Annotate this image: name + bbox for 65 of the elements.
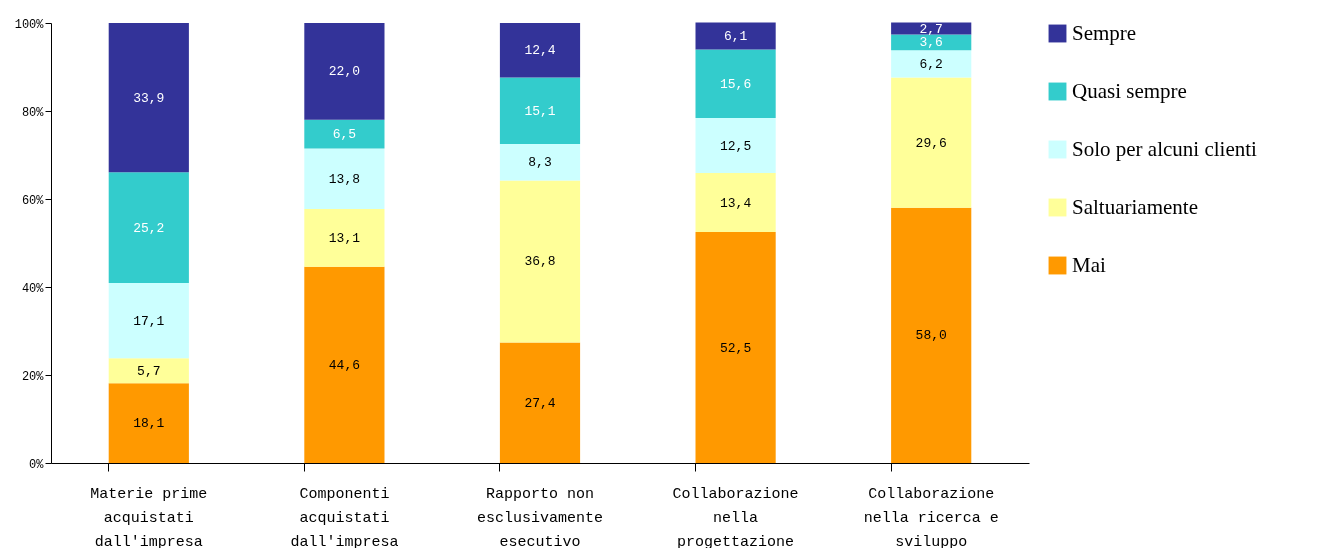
y-tick-label: 60% [21, 193, 45, 208]
data-label: 25,2 [133, 220, 165, 236]
bar [891, 34, 972, 51]
bar [695, 173, 776, 232]
bar [304, 209, 385, 267]
data-label: 8,3 [528, 155, 552, 171]
legend-label: Solo per alcuni clienti [1072, 136, 1258, 161]
data-label: 15,1 [524, 103, 556, 119]
x-tick-label: Rapporto non esclusivamente esecutivo [476, 485, 604, 548]
bar [108, 358, 189, 384]
data-label: 13,1 [328, 230, 361, 246]
y-tick-label: 100% [14, 17, 45, 32]
bar [304, 23, 385, 120]
data-label: 33,9 [133, 90, 165, 106]
x-tick-label: Componenti acquistati dall'impresa [290, 485, 399, 548]
bar [695, 22, 776, 50]
legend-label: Saltuariamente [1072, 194, 1198, 219]
bar [891, 207, 972, 463]
bar [695, 232, 776, 463]
bar [499, 342, 581, 463]
data-label: 36,8 [524, 254, 556, 270]
bar [695, 49, 776, 119]
y-tick-label: 40% [21, 281, 45, 296]
y-tick-label: 20% [21, 369, 45, 384]
data-label: 5,7 [137, 363, 161, 379]
bar [499, 180, 581, 343]
data-label: 58,0 [915, 328, 947, 344]
data-label: 17,1 [133, 313, 165, 329]
bar [304, 119, 385, 149]
bar [304, 148, 385, 210]
data-label: 27,4 [524, 395, 556, 411]
data-label: 44,6 [328, 357, 361, 373]
x-tick-label: Collaborazione nella progettazione [672, 485, 799, 548]
data-label: 29,6 [915, 135, 947, 151]
data-label: 12,5 [719, 138, 752, 154]
bar [891, 77, 972, 208]
data-label: 6,1 [723, 28, 748, 44]
bar [108, 383, 189, 463]
y-tick-label: 80% [21, 105, 45, 120]
data-label: 52,5 [719, 340, 752, 356]
bar [499, 23, 581, 78]
data-label: 22,0 [328, 64, 361, 80]
legend-label: Mai [1072, 252, 1106, 277]
data-label: 13,8 [328, 171, 361, 187]
data-label: 12,4 [524, 43, 556, 59]
data-label: 2,7 [919, 21, 943, 37]
legend-label: Quasi sempre [1072, 78, 1187, 103]
x-tick-label: Collaborazione nella ricerca e sviluppo [863, 485, 999, 548]
data-label: 15,6 [719, 76, 752, 92]
data-label: 6,5 [332, 127, 357, 143]
legend-label: Sempre [1072, 20, 1137, 45]
bar [695, 118, 776, 174]
bar [499, 144, 581, 181]
x-tick-label: Materie prime acquistati dall'impresa [90, 485, 208, 548]
data-label: 3,6 [919, 35, 943, 51]
bar [108, 283, 189, 359]
y-tick-label: 0% [29, 457, 45, 472]
bar [304, 266, 385, 463]
bar [108, 172, 189, 284]
bar [891, 50, 972, 78]
data-label: 6,2 [919, 56, 943, 72]
bar [108, 23, 189, 173]
data-label: 13,4 [719, 195, 752, 211]
bar [499, 77, 581, 144]
data-label: 18,1 [133, 416, 165, 432]
